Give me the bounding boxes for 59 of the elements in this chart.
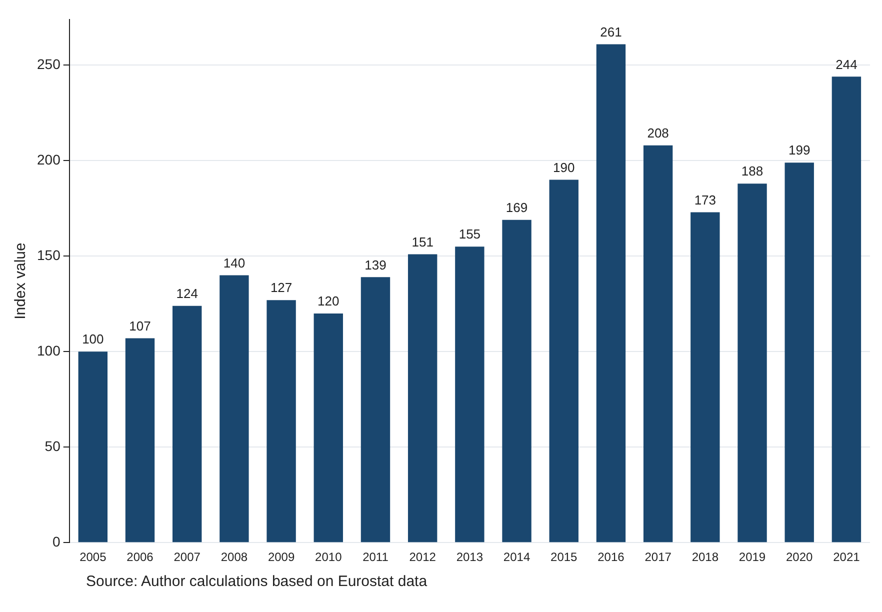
x-tick-label: 2015 (550, 550, 578, 564)
data-label: 120 (318, 294, 340, 309)
bar (266, 300, 296, 542)
bar (125, 338, 155, 542)
y-tick-label: 150 (37, 247, 61, 264)
x-tick-label: 2017 (644, 550, 672, 564)
bar (408, 254, 438, 542)
data-label: 188 (741, 164, 764, 179)
x-tick-label: 2006 (126, 550, 154, 564)
bar (549, 180, 578, 542)
x-tick-label: 2007 (174, 550, 201, 564)
bar (784, 162, 814, 542)
data-label: 127 (270, 280, 292, 296)
data-label: 100 (82, 332, 104, 347)
data-label: 151 (412, 234, 434, 250)
y-axis-title: Index value (12, 242, 30, 320)
bar (455, 246, 484, 542)
x-tick-label: 2020 (786, 550, 814, 564)
data-label: 107 (129, 318, 151, 334)
data-label: 173 (694, 192, 716, 208)
x-tick-label: 2016 (598, 550, 625, 564)
bar (690, 212, 720, 542)
x-tick-label: 2021 (833, 550, 860, 564)
data-label: 155 (458, 226, 481, 242)
x-tick-label: 2010 (315, 550, 342, 564)
bar (78, 352, 108, 542)
data-label: 169 (506, 200, 528, 215)
x-tick-label: 2009 (268, 550, 295, 564)
x-tick-label: 2019 (738, 550, 766, 564)
data-label: 244 (836, 56, 858, 72)
x-tick-label: 2012 (409, 550, 436, 564)
data-label: 139 (364, 257, 386, 272)
data-label: 261 (600, 24, 622, 40)
x-tick-label: 2014 (503, 550, 530, 564)
source-note: Source: Author calculations based on Eurostat data (86, 573, 428, 590)
data-label: 124 (176, 286, 198, 301)
y-tick-label: 200 (37, 152, 61, 168)
bar (832, 76, 862, 542)
data-label: 199 (788, 142, 810, 158)
bar (643, 145, 673, 542)
data-label: 140 (223, 255, 246, 270)
bar (360, 277, 390, 542)
y-tick-label: 0 (52, 533, 61, 550)
bar (596, 44, 626, 542)
bar (314, 313, 343, 542)
x-tick-label: 2005 (80, 550, 107, 564)
y-tick-label: 250 (37, 56, 61, 72)
bar (502, 220, 532, 542)
x-tick-label: 2008 (220, 550, 248, 564)
bar (172, 306, 202, 542)
data-label: 190 (553, 160, 575, 175)
bar (738, 184, 767, 542)
x-tick-label: 2011 (362, 550, 389, 564)
data-label: 208 (647, 126, 669, 141)
y-tick-label: 100 (37, 342, 61, 359)
bar (220, 275, 249, 542)
y-tick-label: 50 (44, 438, 61, 454)
x-tick-label: 2013 (456, 550, 484, 564)
x-tick-label: 2018 (692, 550, 719, 564)
